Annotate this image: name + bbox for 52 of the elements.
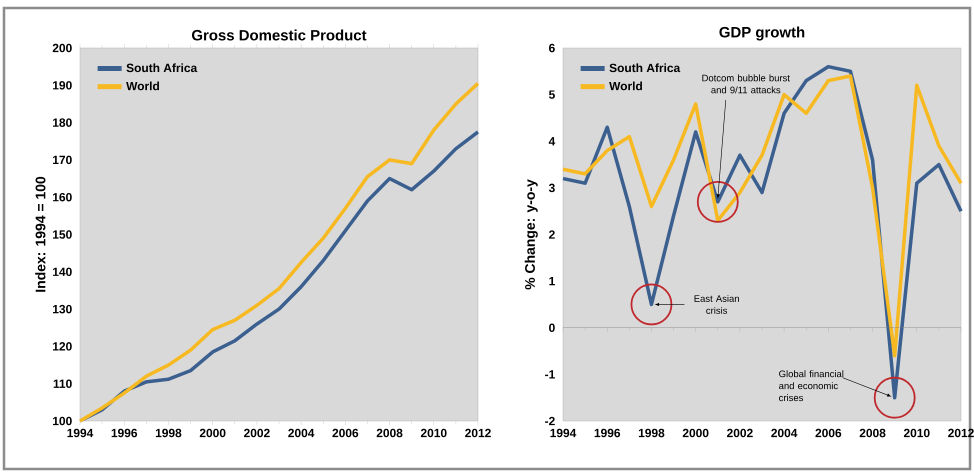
y-tick-label: 170 — [53, 156, 72, 164]
x-tick-label: 2000 — [200, 428, 226, 438]
x-tick-label: 2012 — [465, 428, 491, 438]
y-tick-label: 4 — [548, 137, 556, 146]
y-tick-label: 100 — [53, 416, 72, 426]
y-tick-label: 0 — [549, 324, 555, 332]
legend-label: World — [609, 82, 642, 90]
y-tick-label: 3 — [548, 184, 555, 192]
y-tick-label: 160 — [53, 192, 72, 202]
y-tick-label: 5 — [548, 90, 555, 99]
y-tick-label: 190 — [53, 81, 72, 90]
x-tick-label: 2008 — [376, 428, 402, 438]
y-tick-label: 2 — [549, 230, 555, 239]
x-tick-label: 2006 — [332, 428, 358, 438]
x-tick-label: 2010 — [420, 428, 447, 438]
x-tick-label: 2008 — [860, 428, 886, 438]
y-tick-label: 1 — [549, 277, 555, 286]
x-tick-label: 2002 — [727, 428, 753, 438]
x-tick-label: 2000 — [682, 428, 708, 438]
line-series — [561, 74, 963, 358]
x-tick-label: 2004 — [771, 428, 798, 438]
y-tick-label: 110 — [54, 379, 72, 388]
y-tick-label: -1 — [545, 370, 555, 378]
chart-title: Gross Domestic Product — [192, 30, 366, 40]
chart-title: GDP growth — [719, 26, 804, 41]
y-tick-label: 150 — [53, 230, 72, 239]
y-tick-label: 200 — [52, 44, 72, 52]
x-tick-label: 2010 — [904, 428, 930, 438]
annotation: East Asian crisis — [694, 294, 739, 314]
legend-label: South Africa — [609, 63, 680, 72]
x-tick-label: 2006 — [815, 428, 842, 438]
x-tick-label: 1996 — [594, 428, 620, 438]
y-axis-title: % Change: y-o-y — [524, 179, 538, 290]
x-tick-label: 1996 — [112, 428, 138, 438]
y-tick-label: 6 — [549, 44, 555, 52]
x-tick-label: 2004 — [288, 428, 314, 438]
legend-label: South Africa — [126, 63, 198, 72]
annotation: Dotcom bubble burst and 9/11 attacks — [702, 74, 790, 94]
x-tick-label: 2012 — [948, 428, 974, 438]
y-tick-label: 140 — [53, 268, 72, 276]
y-tick-label: 120 — [53, 342, 72, 351]
x-tick-label: 1998 — [638, 428, 664, 438]
x-tick-label: 1998 — [156, 428, 182, 438]
x-tick-label: 2002 — [244, 428, 270, 438]
legend-label: World — [126, 82, 159, 90]
y-tick-label: 180 — [53, 118, 72, 127]
y-tick-label: 130 — [53, 304, 72, 314]
y-axis-title: Index: 1994 = 100 — [35, 176, 46, 292]
y-tick-label: -2 — [545, 416, 555, 426]
x-tick-label: 1994 — [67, 428, 94, 438]
annotation: Global financial and economic crises — [779, 370, 844, 402]
x-tick-label: 1994 — [550, 428, 576, 438]
